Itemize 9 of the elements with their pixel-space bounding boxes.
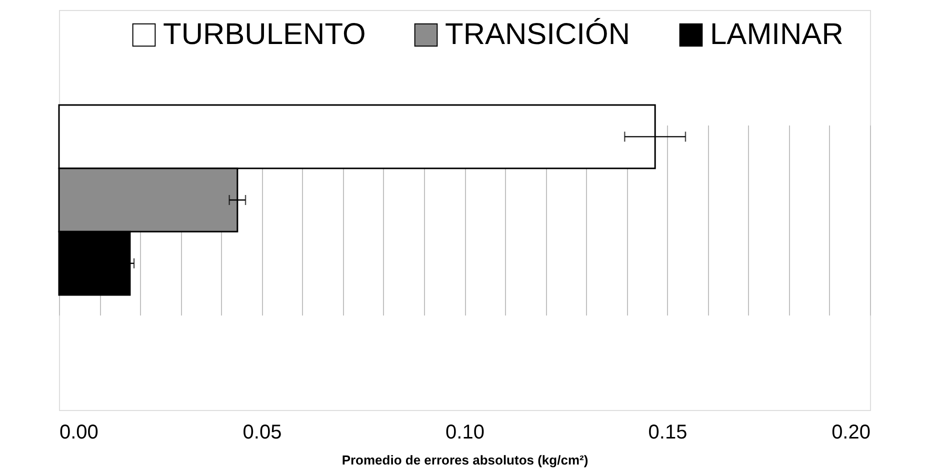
x-tick-label: 0.20 bbox=[832, 422, 870, 444]
x-axis-title: Promedio de errores absolutos (kg/cm²) bbox=[342, 452, 588, 468]
legend-label: TRANSICIÓN bbox=[445, 17, 630, 51]
x-tick-label: 0.00 bbox=[60, 422, 98, 444]
legend-label: LAMINAR bbox=[710, 18, 844, 51]
x-tick-label: 0.10 bbox=[446, 422, 484, 444]
legend-label: TURBULENTO bbox=[163, 18, 366, 51]
x-tick-label: 0.05 bbox=[242, 422, 282, 444]
x-tick-label: 0.15 bbox=[648, 422, 688, 444]
